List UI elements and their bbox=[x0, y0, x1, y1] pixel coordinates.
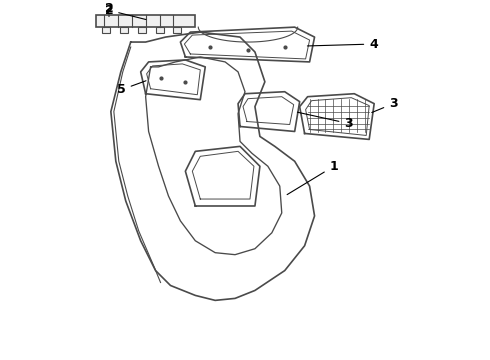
Text: 4: 4 bbox=[307, 37, 378, 50]
Bar bbox=[173, 27, 181, 33]
Bar bbox=[120, 27, 128, 33]
Bar bbox=[156, 27, 164, 33]
Text: 2: 2 bbox=[104, 4, 146, 19]
Text: 1: 1 bbox=[287, 160, 338, 195]
Text: 2: 2 bbox=[104, 2, 113, 15]
Bar bbox=[96, 15, 196, 27]
Text: 3: 3 bbox=[372, 97, 398, 113]
Bar bbox=[102, 27, 110, 33]
Text: 5: 5 bbox=[117, 81, 146, 96]
Text: 3: 3 bbox=[297, 112, 353, 130]
Bar bbox=[138, 27, 146, 33]
